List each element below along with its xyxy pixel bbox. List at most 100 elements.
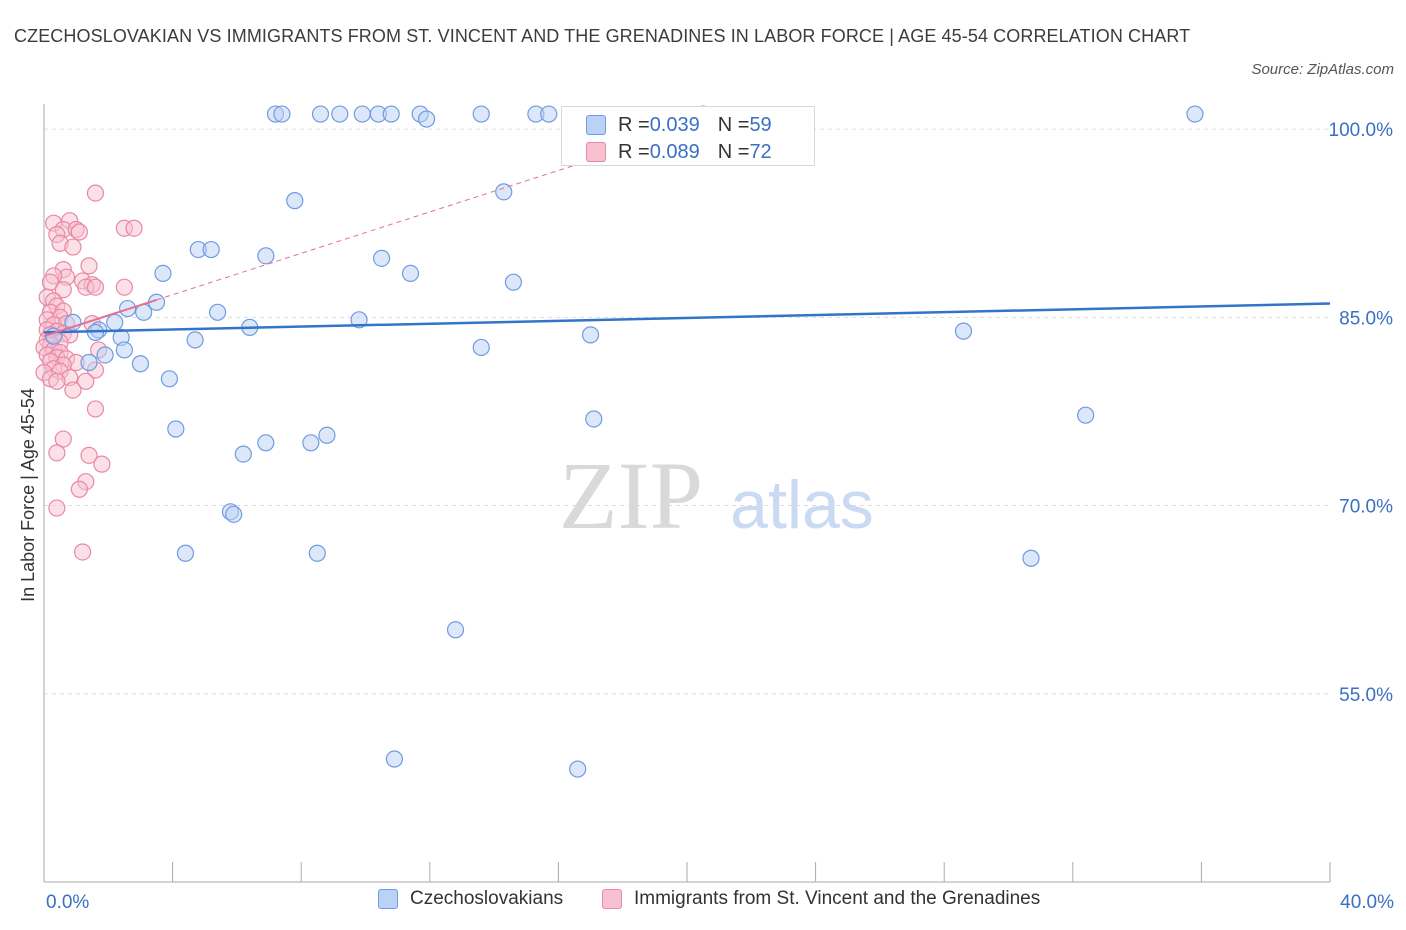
watermark-zip: ZIP <box>559 442 703 549</box>
data-point-czechoslovakians <box>353 105 371 123</box>
data-point-czechoslovakians <box>401 264 420 283</box>
data-point-czechoslovakians <box>302 434 320 452</box>
bottom-legend-label: Czechoslovakians <box>410 888 564 909</box>
data-point-czechoslovakians <box>154 264 172 283</box>
data-point-czechoslovakians <box>585 410 603 428</box>
data-point-immigrants <box>77 372 95 390</box>
data-point-czechoslovakians <box>186 331 204 349</box>
legend-row-immigrants: R = 0.089 N = 72 <box>586 140 772 164</box>
watermark: ZIP atlas <box>559 442 874 549</box>
data-point-czechoslovakians <box>1077 406 1095 424</box>
legend-r-value: 0.039 <box>649 113 700 136</box>
data-point-immigrants <box>48 499 66 517</box>
chart-source: Source: ZipAtlas.com <box>1251 61 1394 78</box>
data-point-immigrants <box>86 184 105 202</box>
legend-row-czechoslovakians: R = 0.039 N = 59 <box>586 113 772 137</box>
axes <box>43 104 1331 883</box>
legend-n-label: N = <box>717 140 750 163</box>
data-point-immigrants <box>70 480 88 498</box>
data-point-czechoslovakians <box>311 105 330 123</box>
data-point-immigrants <box>93 455 111 473</box>
legend-n-value: 59 <box>749 113 772 136</box>
data-point-czechoslovakians <box>417 110 436 128</box>
x-tick-label: 0.0% <box>46 892 89 913</box>
data-point-immigrants <box>64 238 82 256</box>
data-point-immigrants <box>48 444 66 462</box>
data-point-czechoslovakians <box>286 192 304 210</box>
data-point-immigrants <box>70 223 88 241</box>
data-point-czechoslovakians <box>350 311 368 329</box>
trend-line-immigrants-solid <box>43 298 157 338</box>
data-point-czechoslovakians <box>167 420 185 438</box>
data-point-czechoslovakians <box>1186 105 1204 123</box>
data-point-immigrants <box>86 400 105 418</box>
data-point-czechoslovakians <box>106 313 124 331</box>
data-point-immigrants <box>80 257 98 275</box>
legend-n-value: 72 <box>749 140 772 163</box>
data-point-czechoslovakians <box>954 322 973 340</box>
data-point-czechoslovakians <box>96 346 114 364</box>
data-point-immigrants <box>48 372 66 390</box>
data-point-czechoslovakians <box>273 105 291 123</box>
tick-labels: 100.0% 85.0% 70.0% 55.0% 0.0% 40.0% <box>46 120 1394 913</box>
data-point-czechoslovakians <box>234 445 252 463</box>
data-point-immigrants <box>86 278 105 296</box>
trend-line-czechoslovakians <box>43 302 1331 334</box>
data-point-czechoslovakians <box>318 426 336 444</box>
bottom-legend-item-czechoslovakians[interactable]: Czechoslovakians <box>378 888 563 910</box>
data-point-czechoslovakians <box>504 273 522 291</box>
data-point-czechoslovakians <box>569 760 587 778</box>
data-point-czechoslovakians <box>257 247 275 265</box>
legend-swatch-pink <box>586 142 606 162</box>
data-point-czechoslovakians <box>1022 549 1040 567</box>
data-point-czechoslovakians <box>385 750 404 768</box>
data-point-czechoslovakians <box>331 105 349 123</box>
data-point-czechoslovakians <box>472 338 490 357</box>
data-point-czechoslovakians <box>472 105 490 123</box>
data-point-czechoslovakians <box>160 370 178 388</box>
data-point-czechoslovakians <box>80 353 98 372</box>
data-point-czechoslovakians <box>495 183 513 201</box>
data-point-czechoslovakians <box>209 303 227 321</box>
data-point-immigrants <box>54 430 72 448</box>
chart-title: CZECHOSLOVAKIAN VS IMMIGRANTS FROM ST. V… <box>14 26 1191 46</box>
y-tick-label: 70.0% <box>1339 497 1393 518</box>
series-immigrants-points <box>35 184 143 561</box>
data-point-czechoslovakians <box>131 355 150 373</box>
y-tick-label: 55.0% <box>1339 685 1393 706</box>
watermark-atlas: atlas <box>730 467 874 543</box>
trend-lines <box>43 128 1331 338</box>
data-point-czechoslovakians <box>308 544 326 562</box>
data-point-immigrants <box>54 281 72 299</box>
bottom-legend-label: Immigrants from St. Vincent and the Gren… <box>634 888 1041 909</box>
trend-line-immigrants-dashed <box>156 128 688 301</box>
data-point-immigrants <box>80 446 98 464</box>
data-point-czechoslovakians <box>115 341 133 359</box>
bottom-legend-item-immigrants[interactable]: Immigrants from St. Vincent and the Gren… <box>602 888 1040 910</box>
data-point-immigrants <box>73 543 92 561</box>
bottom-legend: Czechoslovakians Immigrants from St. Vin… <box>0 888 1406 916</box>
bottom-legend-swatch-blue <box>378 889 398 909</box>
data-point-czechoslovakians <box>225 505 243 523</box>
data-point-czechoslovakians <box>382 105 400 123</box>
bottom-legend-swatch-pink <box>602 889 622 909</box>
data-point-immigrants <box>115 278 133 296</box>
data-point-czechoslovakians <box>540 105 558 123</box>
legend-swatch-blue <box>586 115 606 135</box>
legend-box: R = 0.039 N = 59 R = 0.089 N = 72 <box>561 106 815 166</box>
legend-r-label: R = <box>618 140 650 163</box>
y-tick-label: 100.0% <box>1329 120 1394 141</box>
data-point-czechoslovakians <box>257 434 275 452</box>
y-tick-label: 85.0% <box>1339 308 1393 329</box>
y-axis-label: In Labor Force | Age 45-54 <box>18 388 38 602</box>
legend-r-label: R = <box>618 113 650 136</box>
x-tick-label: 40.0% <box>1340 892 1394 913</box>
data-point-czechoslovakians <box>176 544 195 562</box>
data-point-immigrants <box>64 381 82 399</box>
data-point-czechoslovakians <box>202 240 220 259</box>
legend-n-label: N = <box>717 113 750 136</box>
grid-lines <box>44 128 1330 695</box>
data-point-czechoslovakians <box>446 621 465 639</box>
data-point-czechoslovakians <box>581 326 600 344</box>
